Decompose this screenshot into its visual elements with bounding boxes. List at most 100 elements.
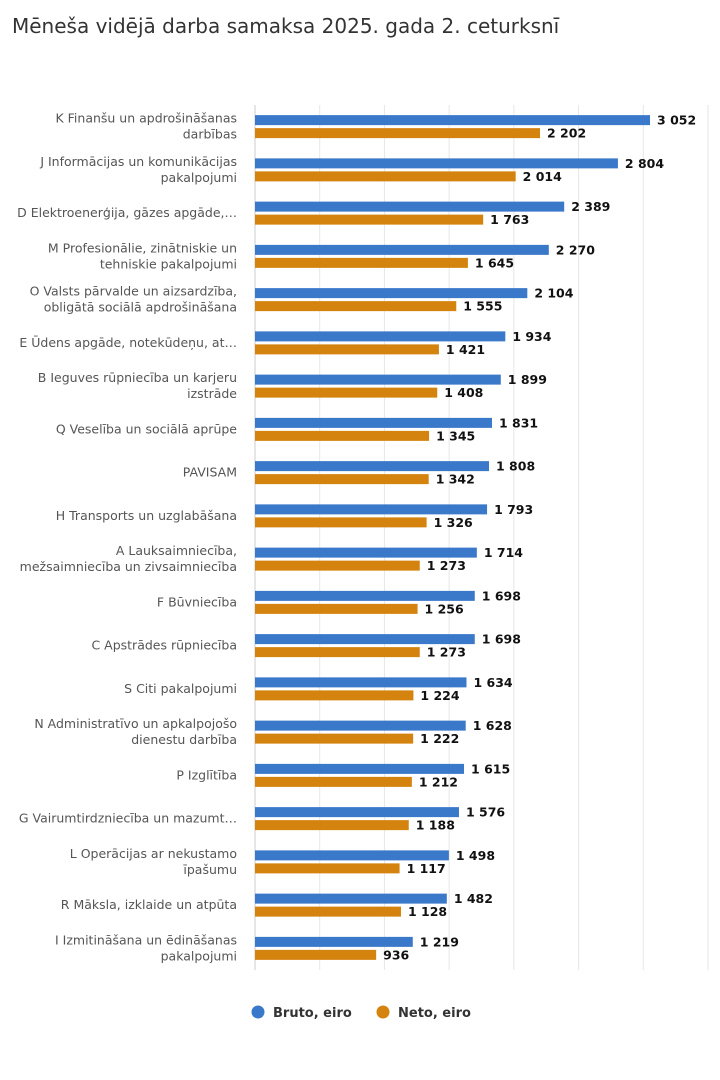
category-label-line: K Finanšu un apdrošināšanas <box>55 111 237 126</box>
category-label-line: S Citi pakalpojumi <box>124 681 237 696</box>
category-label: G Vairumtirdzniecība un mazumt… <box>19 811 237 826</box>
category-label: A Lauksaimniecība, mežsaimniecība un zivs… <box>20 543 237 574</box>
value-label-neto: 1 408 <box>444 385 483 400</box>
category-label: N Administratīvo un apkalpojošo dienestu … <box>34 716 237 747</box>
value-label-bruto: 1 576 <box>466 805 505 820</box>
bar-bruto[interactable] <box>255 807 459 818</box>
value-label-neto: 1 763 <box>490 212 529 227</box>
bar-bruto[interactable] <box>255 201 565 212</box>
chart-title: Mēneša vidējā darba samaksa 2025. gada 2… <box>12 14 560 38</box>
value-label-neto: 1 273 <box>427 558 466 573</box>
category-label-line: H Transports un uzglabāšana <box>56 508 237 523</box>
value-label-bruto: 1 934 <box>512 329 551 344</box>
bar-bruto[interactable] <box>255 893 447 904</box>
bar-bruto[interactable] <box>255 244 549 255</box>
bar-neto[interactable] <box>255 820 409 831</box>
legend-marker <box>376 1005 390 1019</box>
bar-neto[interactable] <box>255 906 401 917</box>
value-label-neto: 2 202 <box>547 126 586 141</box>
bar-neto[interactable] <box>255 344 439 355</box>
bar-bruto[interactable] <box>255 936 413 947</box>
bar-bruto[interactable] <box>255 461 490 472</box>
category-label-line: M Profesionālie, zinātniskie un <box>48 240 237 255</box>
category-label-line: A Lauksaimniecība, <box>116 543 237 558</box>
bar-neto[interactable] <box>255 776 412 787</box>
category-label: PAVISAM <box>183 465 237 480</box>
category-label-line: pakalpojumi <box>161 948 237 963</box>
category-label-line: F Būvniecība <box>157 594 237 609</box>
category-labels: K Finanšu un apdrošināšanas darbības J Inf… <box>17 111 237 964</box>
bar-neto[interactable] <box>255 474 429 485</box>
bar-neto[interactable] <box>255 301 457 312</box>
category-label: I Izmitināšana un ēdināšanas pakalpojumi <box>55 932 237 963</box>
category-label-line: izstrāde <box>187 386 237 401</box>
bar-bruto[interactable] <box>255 374 501 385</box>
bar-neto[interactable] <box>255 517 427 528</box>
bar-bruto[interactable] <box>255 720 466 731</box>
category-label-line: obligātā sociālā apdrošināšana <box>44 300 237 315</box>
value-label-neto: 1 645 <box>475 255 514 270</box>
category-label: B Ieguves rūpniecība un karjeru izstrāde <box>38 370 238 401</box>
bar-neto[interactable] <box>255 560 420 571</box>
value-label-neto: 1 212 <box>419 774 458 789</box>
bar-neto[interactable] <box>255 128 541 139</box>
value-label-bruto: 2 104 <box>534 286 573 301</box>
bar-neto[interactable] <box>255 214 484 225</box>
gridlines <box>254 105 709 970</box>
bar-neto[interactable] <box>255 863 400 874</box>
bar-neto[interactable] <box>255 171 516 182</box>
value-label-bruto: 1 498 <box>456 848 495 863</box>
bar-neto[interactable] <box>255 257 468 268</box>
bar-bruto[interactable] <box>255 850 449 861</box>
category-label: Q Veselība un sociālā aprūpe <box>56 421 237 436</box>
category-label: L Operācijas ar nekustamo īpašumu <box>70 846 237 877</box>
category-label-line: PAVISAM <box>183 465 237 480</box>
value-label-neto: 1 345 <box>436 428 475 443</box>
bar-bruto[interactable] <box>255 158 618 169</box>
value-label-bruto: 1 899 <box>508 372 547 387</box>
category-label-line: G Vairumtirdzniecība un mazumt… <box>19 811 237 826</box>
category-label-line: D Elektroenerģija, gāzes apgāde,… <box>17 205 237 220</box>
value-label-bruto: 1 698 <box>482 632 521 647</box>
bar-bruto[interactable] <box>255 677 467 688</box>
value-label-neto: 1 555 <box>463 299 502 314</box>
bar-bruto[interactable] <box>255 504 488 515</box>
category-label-line: E Ūdens apgāde, notekūdeņu, at… <box>19 335 237 350</box>
bar-bruto[interactable] <box>255 634 475 645</box>
value-label-bruto: 1 698 <box>482 588 521 603</box>
bar-bruto[interactable] <box>255 590 475 601</box>
category-label-line: N Administratīvo un apkalpojošo <box>34 716 237 731</box>
legend-item-neto[interactable]: Neto, eiro <box>376 1005 471 1022</box>
bar-bruto[interactable] <box>255 288 528 299</box>
value-label-neto: 2 014 <box>523 169 562 184</box>
bar-neto[interactable] <box>255 949 377 960</box>
legend-label: Neto, eiro <box>398 1006 471 1021</box>
category-label: S Citi pakalpojumi <box>124 681 237 696</box>
category-label-line: tehniskie pakalpojumi <box>100 256 237 271</box>
bar-bruto[interactable] <box>255 331 506 342</box>
bar-neto[interactable] <box>255 430 430 441</box>
value-label-bruto: 2 804 <box>625 156 664 171</box>
category-label-line: R Māksla, izklaide un atpūta <box>61 897 237 912</box>
value-label-bruto: 1 628 <box>473 718 512 733</box>
bar-neto[interactable] <box>255 690 414 701</box>
category-label-line: B Ieguves rūpniecība un karjeru <box>38 370 237 385</box>
category-label-line: O Valsts pārvalde un aizsardzība, <box>30 284 237 299</box>
category-label: H Transports un uzglabāšana <box>56 508 237 523</box>
legend-item-bruto[interactable]: Bruto, eiro <box>251 1005 352 1022</box>
bar-bruto[interactable] <box>255 417 492 428</box>
category-label-line: J Informācijas un komunikācijas <box>39 154 237 169</box>
bar-neto[interactable] <box>255 387 438 398</box>
bar-neto[interactable] <box>255 733 414 744</box>
bar-neto[interactable] <box>255 647 420 658</box>
bar-bruto[interactable] <box>255 547 477 558</box>
bar-bruto[interactable] <box>255 115 651 126</box>
category-label-line: darbības <box>183 127 237 142</box>
value-label-neto: 1 256 <box>425 601 464 616</box>
category-label: R Māksla, izklaide un atpūta <box>61 897 237 912</box>
bar-neto[interactable] <box>255 603 418 614</box>
legend-label: Bruto, eiro <box>273 1006 352 1021</box>
category-label: P Izglītība <box>176 767 237 782</box>
bar-bruto[interactable] <box>255 763 465 774</box>
value-label-bruto: 3 052 <box>657 113 696 128</box>
